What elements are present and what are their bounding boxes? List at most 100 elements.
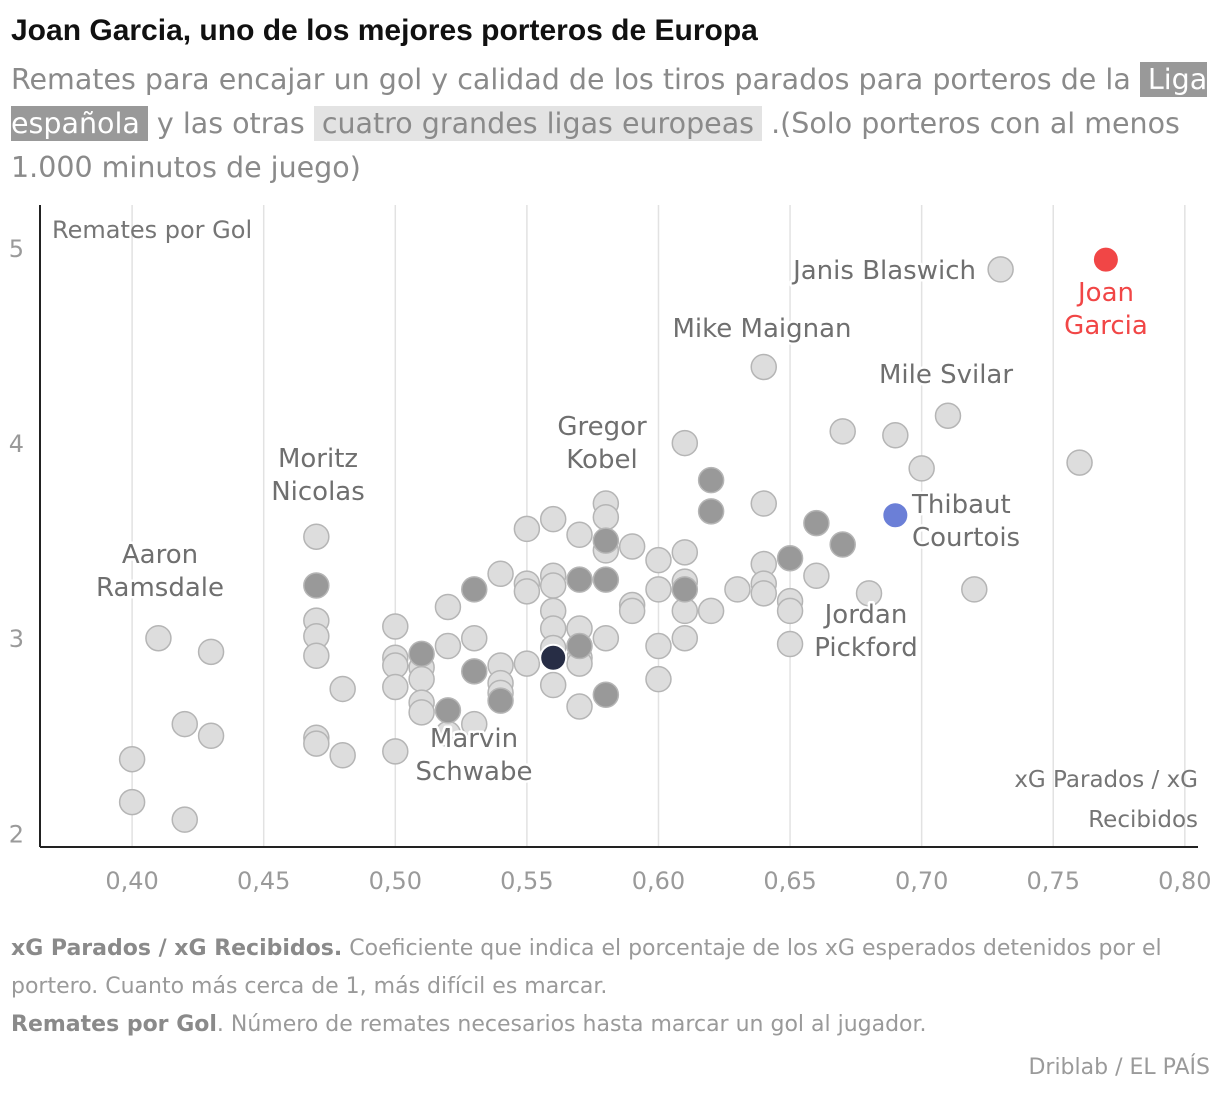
note-remates-text: . Número de remates necesarios hasta mar… — [216, 1012, 927, 1037]
gregor-kobel-label: Kobel — [566, 445, 637, 475]
data-point-otras — [513, 578, 541, 605]
x-tick-label: 0,65 — [763, 867, 816, 895]
data-point-otras — [539, 671, 567, 699]
data-point-otras — [382, 673, 409, 701]
y-axis-title: Remates por Gol — [52, 216, 252, 244]
data-point-liga — [829, 531, 856, 558]
janis-blaswich-label: Janis Blaswich — [791, 256, 976, 286]
chart-notes: xG Parados / xG Recibidos. Coeficiente q… — [11, 930, 1216, 1044]
data-point-otras — [118, 745, 146, 773]
data-point-liga — [487, 687, 514, 714]
data-point-otras — [171, 806, 198, 833]
data-point-otras — [145, 624, 172, 652]
data-point-otras — [197, 638, 225, 666]
data-point-otras — [329, 742, 356, 769]
note-remates: Remates por Gol. Número de remates neces… — [11, 1006, 1216, 1044]
x-tick-label: 0,50 — [369, 867, 422, 895]
x-tick-label: 0,75 — [1027, 867, 1080, 895]
aaron-ramsdale-label: Aaron — [122, 540, 198, 570]
data-point-liga — [408, 640, 435, 668]
x-tick-label: 0,80 — [1158, 867, 1211, 895]
subtitle-text-3: .(Solo porteros con al menos 1.000 minut… — [11, 107, 1180, 184]
jordan-pickford-label: Pickford — [814, 633, 917, 663]
data-point-liga — [303, 572, 330, 599]
data-point-otras — [461, 710, 488, 738]
data-point-otras — [908, 455, 935, 482]
data-point-otras — [645, 576, 672, 603]
y-tick-label: 5 — [9, 235, 24, 263]
data-point-liga — [434, 697, 462, 724]
data-point-otras — [303, 730, 330, 757]
data-point-otras — [434, 593, 462, 621]
scatter-chart: 0,40 0,45 0,50 0,55 0,60 0,65 0,70 0,75 0,80 2 3 4 5… — [9, 205, 1212, 895]
data-point-liga — [697, 498, 725, 525]
data-point-otras — [987, 256, 1014, 283]
mile-svilar-label: Mile Svilar — [879, 360, 1013, 390]
data-point-otras — [645, 632, 672, 660]
data-point-otras — [329, 675, 356, 703]
gregor-kobel-label: Gregor — [557, 412, 647, 442]
x-tick-label: 0,60 — [632, 867, 685, 895]
y-tick-label: 4 — [9, 430, 24, 458]
data-point-otras — [382, 738, 409, 765]
y-tick-label: 3 — [9, 625, 24, 653]
x-tick-label: 0,70 — [895, 867, 948, 895]
data-point-otras — [513, 515, 541, 543]
data-point-otras — [882, 422, 909, 449]
note-remates-term: Remates por Gol — [11, 1012, 217, 1037]
data-point-liga — [592, 527, 620, 554]
thibaut-courtois-label: Thibaut — [911, 490, 1011, 520]
data-point-otras — [724, 576, 751, 603]
thibaut-courtois-label: Courtois — [912, 523, 1020, 553]
data-point-liga — [566, 566, 593, 593]
data-point-otras — [513, 650, 541, 677]
data-point-otras — [1066, 449, 1093, 476]
data-point-otras — [645, 546, 672, 574]
data-point-liga — [461, 576, 488, 603]
data-point-otras — [750, 353, 777, 381]
data-point-otras — [592, 624, 620, 652]
data-point-otras — [618, 597, 646, 625]
x-tick-label: 0,45 — [237, 867, 290, 895]
aaron-ramsdale-label: Ramsdale — [96, 573, 224, 603]
data-point-liga — [461, 658, 488, 685]
mike-maignan-label: Mike Maignan — [672, 314, 851, 344]
jordan-pickford-label: Jordan — [823, 600, 908, 630]
data-point-otras — [197, 722, 225, 750]
data-point-otras — [697, 597, 725, 625]
data-point-otras — [461, 624, 488, 652]
x-tick-label: 0,40 — [105, 867, 158, 895]
data-point-otras — [171, 710, 198, 738]
data-point-otras — [829, 418, 856, 445]
x-axis-title-line2: Recibidos — [1088, 807, 1198, 833]
data-point-otras — [671, 429, 699, 457]
page-title: Joan Garcia, uno de los mejores porteros… — [11, 14, 758, 47]
data-point-otras — [487, 560, 514, 588]
data-point-otras — [408, 699, 435, 726]
data-point-otras — [618, 533, 646, 560]
data-point-otras — [671, 624, 699, 652]
data-point-otras — [408, 665, 435, 693]
data-point-highlight — [1091, 245, 1120, 274]
marvin-schwabe-label: Schwabe — [416, 757, 533, 787]
data-point-otras — [776, 597, 804, 625]
legend-chip-otras: cuatro grandes ligas europeas — [313, 106, 763, 141]
data-point-otras — [382, 613, 409, 640]
data-point-otras — [303, 523, 330, 550]
data-point-otras — [750, 490, 777, 517]
subtitle-text-1: Remates para encajar un gol y calidad de… — [11, 63, 1131, 96]
subtitle-text-2: y las otras — [156, 107, 305, 140]
joan-garcia-label: Joan — [1076, 278, 1134, 308]
data-point-dark — [539, 643, 568, 672]
data-point-otras — [961, 576, 988, 603]
data-point-otras — [434, 632, 462, 660]
chart-subtitle: Remates para encajar un gol y calidad de… — [11, 58, 1211, 190]
data-point-liga — [671, 576, 699, 603]
x-tick-label: 0,55 — [500, 867, 553, 895]
data-point-otras — [671, 539, 699, 566]
data-point-otras — [303, 642, 330, 670]
data-point-liga — [592, 566, 620, 593]
note-xg-term: xG Parados / xG Recibidos. — [11, 936, 343, 961]
note-xg: xG Parados / xG Recibidos. Coeficiente q… — [11, 930, 1216, 1006]
data-point-liga — [592, 681, 620, 709]
